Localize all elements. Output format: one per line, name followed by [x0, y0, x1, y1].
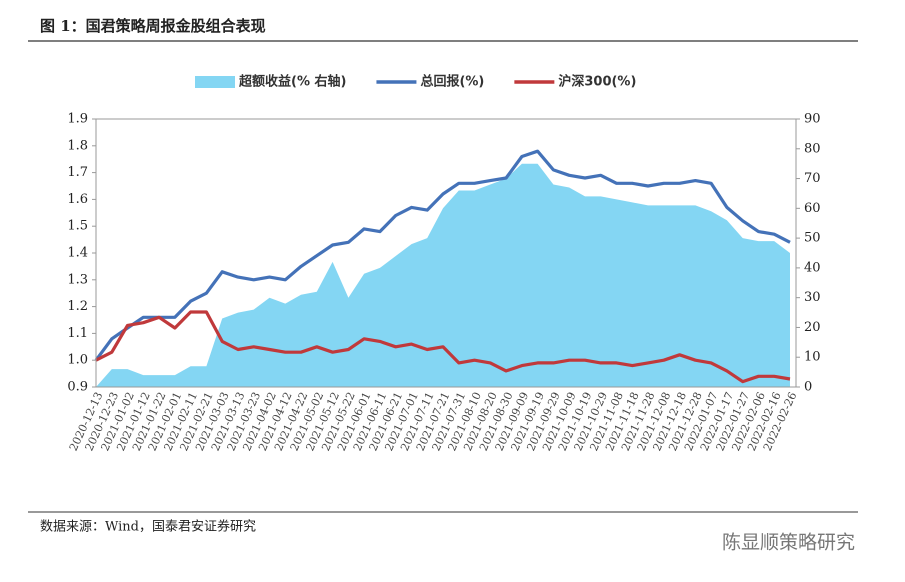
y2-tick-label: 90 — [804, 112, 821, 127]
y-tick-label: 1.5 — [67, 219, 88, 234]
y-tick-label: 1.1 — [67, 326, 88, 341]
y2-tick-label: 40 — [804, 260, 821, 275]
y-tick-label: 1.0 — [67, 353, 88, 368]
y2-tick-label: 80 — [804, 141, 821, 156]
y-tick-label: 1.4 — [67, 246, 88, 261]
y2-tick-label: 50 — [804, 231, 821, 246]
line — [94, 149, 791, 362]
y2-tick-label: 70 — [804, 171, 821, 186]
y-tick-label: 1.9 — [67, 112, 88, 127]
y-tick-label: 1.2 — [67, 299, 88, 314]
legend-swatch — [195, 76, 235, 88]
y2-tick-label: 30 — [804, 290, 821, 305]
chart-title: 图 1：国君策略周报金股组合表现 — [40, 17, 266, 35]
legend-label: 总回报(%) — [420, 74, 484, 90]
source: 数据来源：Wind，国泰君安证券研究 — [40, 519, 256, 535]
y-tick-label: 1.3 — [67, 272, 88, 287]
line — [95, 310, 791, 384]
y2-tick-label: 0 — [804, 380, 812, 395]
area — [96, 163, 790, 387]
y-tick-label: 0.9 — [67, 380, 88, 395]
y-tick-label: 1.7 — [67, 165, 88, 180]
y2-tick-label: 60 — [804, 201, 821, 216]
y-tick-label: 1.6 — [67, 192, 88, 207]
legend-label: 沪深300(%) — [558, 74, 636, 90]
y2-tick-label: 20 — [804, 320, 821, 335]
y2-tick-label: 10 — [804, 350, 821, 365]
watermark: 陈显顺策略研究 — [722, 532, 855, 554]
y-tick-label: 1.8 — [67, 138, 88, 153]
legend-label: 超额收益(% 右轴) — [239, 74, 346, 90]
